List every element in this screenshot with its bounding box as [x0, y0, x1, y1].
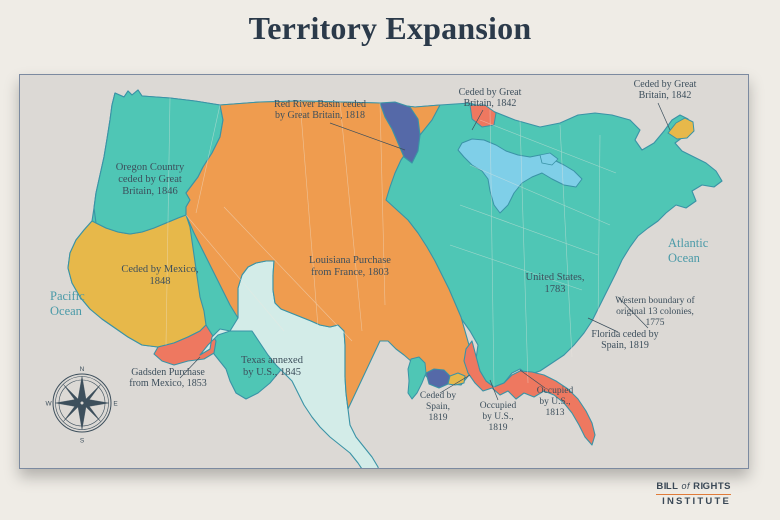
svg-text:W: W	[45, 400, 52, 407]
svg-text:Ceded by Great: Ceded by Great	[634, 79, 697, 90]
svg-text:by U.S.,: by U.S.,	[539, 397, 570, 407]
svg-text:original 13 colonies,: original 13 colonies,	[616, 307, 694, 317]
svg-text:1819: 1819	[489, 423, 508, 433]
svg-text:1848: 1848	[150, 276, 171, 287]
svg-text:Ocean: Ocean	[668, 251, 701, 265]
svg-text:Florida ceded by: Florida ceded by	[591, 329, 658, 340]
svg-text:Spain,: Spain,	[426, 402, 450, 412]
svg-text:Britain, 1842: Britain, 1842	[464, 98, 517, 109]
svg-text:Oregon Country: Oregon Country	[116, 162, 185, 173]
svg-text:Texas annexed: Texas annexed	[241, 355, 304, 366]
svg-text:1819: 1819	[429, 413, 448, 423]
svg-text:S: S	[80, 438, 85, 445]
svg-text:Ceded by: Ceded by	[420, 391, 456, 401]
svg-text:by U.S.,: by U.S.,	[482, 412, 513, 422]
svg-text:1775: 1775	[646, 318, 665, 328]
svg-text:Pacific: Pacific	[50, 289, 85, 303]
svg-text:by Great Britain, 1818: by Great Britain, 1818	[275, 110, 365, 121]
svg-text:E: E	[113, 400, 118, 407]
svg-text:United States,: United States,	[526, 272, 585, 283]
svg-text:Atlantic: Atlantic	[668, 236, 709, 250]
svg-text:from France, 1803: from France, 1803	[311, 267, 389, 278]
svg-text:ceded by Great: ceded by Great	[118, 174, 182, 185]
svg-text:Western boundary of: Western boundary of	[615, 295, 695, 306]
svg-text:Britain, 1846: Britain, 1846	[122, 186, 177, 197]
svg-text:N: N	[80, 366, 85, 373]
svg-text:Occupied: Occupied	[537, 386, 574, 396]
svg-text:from Mexico, 1853: from Mexico, 1853	[129, 378, 207, 389]
svg-text:by U.S., 1845: by U.S., 1845	[243, 367, 301, 378]
svg-text:Spain, 1819: Spain, 1819	[601, 340, 649, 351]
svg-text:Red River Basin ceded: Red River Basin ceded	[274, 99, 366, 110]
svg-text:Louisiana Purchase: Louisiana Purchase	[309, 255, 391, 266]
svg-text:Britain, 1842: Britain, 1842	[639, 90, 692, 101]
svg-text:Ceded by Mexico,: Ceded by Mexico,	[121, 264, 198, 275]
svg-text:1813: 1813	[546, 408, 565, 418]
svg-text:Ocean: Ocean	[50, 304, 83, 318]
svg-text:Occupied: Occupied	[480, 401, 517, 411]
svg-text:1783: 1783	[545, 284, 566, 295]
svg-text:Gadsden Purchase: Gadsden Purchase	[131, 367, 205, 378]
svg-text:Ceded by Great: Ceded by Great	[459, 87, 522, 98]
